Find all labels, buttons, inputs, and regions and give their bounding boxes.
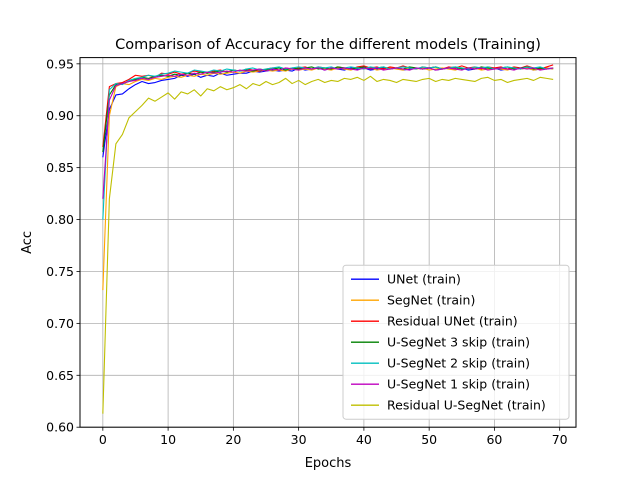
series-line-residual-u-segnet-train bbox=[102, 75, 554, 414]
y-axis-label: Acc bbox=[20, 231, 35, 254]
tick-layer: 0 10 20 30 40 50 60 70 0.60 0.65 0.70 0.75 0.80 0.85 0… bbox=[46, 56, 568, 447]
legend: UNet (train) SegNet (train) Residual UNet … bbox=[342, 264, 570, 420]
series-line-u-segnet-1-skip-train bbox=[102, 67, 554, 199]
legend-box bbox=[342, 264, 570, 420]
y-tick-label: 0.90 bbox=[46, 108, 74, 123]
x-tick-label: 10 bbox=[160, 432, 176, 447]
y-tick-label: 0.60 bbox=[46, 420, 74, 435]
x-tick-label: 20 bbox=[225, 432, 241, 447]
x-tick-label: 30 bbox=[291, 432, 307, 447]
y-tick-label: 0.70 bbox=[46, 316, 74, 331]
legend-label-u-segnet-3-skip-train: U-SegNet 3 skip (train) bbox=[387, 335, 530, 350]
chart-title: Comparison of Accuracy for the different… bbox=[115, 37, 541, 53]
legend-label-residual-u-segnet-train: Residual U-SegNet (train) bbox=[387, 398, 546, 413]
y-tick-label: 0.80 bbox=[46, 212, 74, 227]
x-tick-label: 60 bbox=[486, 432, 502, 447]
legend-label-unet-train: UNet (train) bbox=[387, 272, 461, 287]
legend-label-u-segnet-1-skip-train: U-SegNet 1 skip (train) bbox=[387, 377, 530, 392]
y-tick-label: 0.65 bbox=[46, 368, 74, 383]
y-tick-label: 0.75 bbox=[46, 264, 74, 279]
axes-frame bbox=[79, 57, 577, 428]
y-tick-label: 0.95 bbox=[46, 56, 74, 71]
x-tick-label: 40 bbox=[356, 432, 372, 447]
x-tick-label: 50 bbox=[421, 432, 437, 447]
x-axis-label: Epochs bbox=[305, 456, 352, 471]
y-tick-label: 0.85 bbox=[46, 160, 74, 175]
series-line-u-segnet-2-skip-train bbox=[102, 66, 554, 220]
legend-label-u-segnet-2-skip-train: U-SegNet 2 skip (train) bbox=[387, 356, 530, 371]
series-layer bbox=[102, 64, 554, 414]
x-tick-label: 0 bbox=[99, 432, 107, 447]
legend-label-residual-unet-train: Residual UNet (train) bbox=[387, 314, 518, 329]
legend-label-segnet-train: SegNet (train) bbox=[387, 293, 475, 308]
x-tick-label: 70 bbox=[552, 432, 568, 447]
